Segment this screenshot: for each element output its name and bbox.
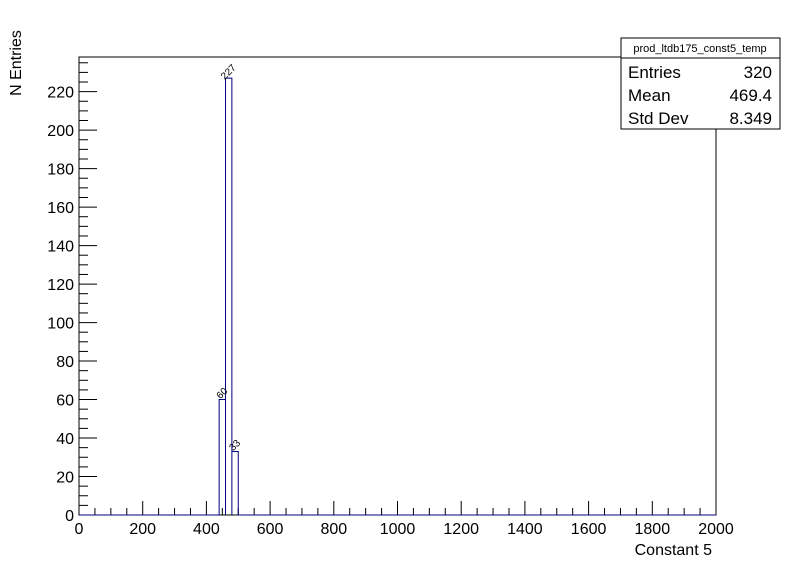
x-tick-label: 1200 [443,521,479,538]
x-tick-label: 1000 [380,521,416,538]
stats-box: prod_ltdb175_const5_temp Entries 320 Mea… [620,37,781,130]
x-tick-label: 1600 [571,521,607,538]
stats-entries-label: Entries [628,63,681,82]
y-tick-label: 160 [47,200,74,217]
y-axis-title: N Entries [8,30,25,96]
y-tick-label: 140 [47,239,74,256]
x-tick-label: 0 [75,521,84,538]
y-tick-label: 220 [47,85,74,102]
stats-box-title: prod_ltdb175_const5_temp [633,43,766,55]
x-tick-label: 600 [257,521,284,538]
y-tick-label: 20 [56,470,74,487]
y-tick-label: 100 [47,316,74,333]
y-tick-label: 120 [47,277,74,294]
stats-stddev-label: Std Dev [628,109,689,128]
x-tick-label: 400 [193,521,220,538]
x-tick-label: 2000 [698,521,734,538]
y-tick-label: 60 [56,393,74,410]
y-tick-label: 180 [47,162,74,179]
y-tick-label: 80 [56,354,74,371]
x-axis-title: Constant 5 [635,542,712,559]
y-tick-label: 40 [56,431,74,448]
x-tick-label: 1400 [507,521,543,538]
stats-mean-value: 469.4 [729,86,772,105]
stats-entries-value: 320 [744,63,772,82]
x-tick-label: 1800 [635,521,671,538]
y-tick-label: 200 [47,123,74,140]
stats-stddev-value: 8.349 [729,109,772,128]
histogram-outline [79,77,716,516]
y-tick-label: 0 [65,508,74,525]
x-tick-label: 800 [320,521,347,538]
x-tick-label: 200 [129,521,156,538]
stats-mean-label: Mean [628,86,671,105]
